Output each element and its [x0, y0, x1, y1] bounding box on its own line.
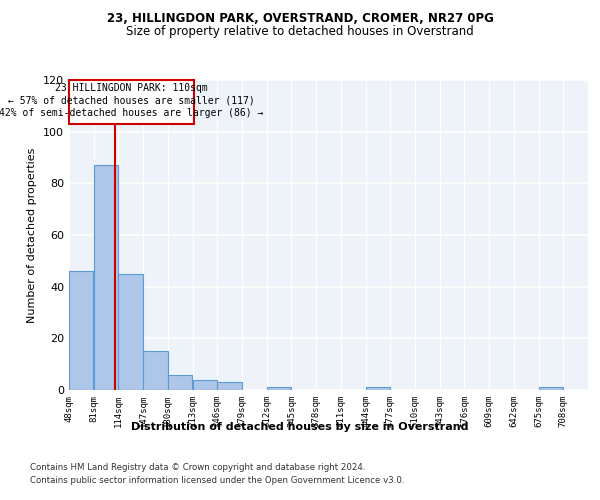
Bar [118, 274, 143, 390]
Bar [143, 351, 167, 390]
Bar [365, 388, 390, 390]
Bar [217, 382, 242, 390]
Bar [69, 271, 94, 390]
Text: 23 HILLINGDON PARK: 110sqm: 23 HILLINGDON PARK: 110sqm [55, 82, 208, 92]
Text: Distribution of detached houses by size in Overstrand: Distribution of detached houses by size … [131, 422, 469, 432]
Text: 42% of semi-detached houses are larger (86) →: 42% of semi-detached houses are larger (… [0, 108, 264, 118]
Text: Contains public sector information licensed under the Open Government Licence v3: Contains public sector information licen… [30, 476, 404, 485]
Text: Size of property relative to detached houses in Overstrand: Size of property relative to detached ho… [126, 25, 474, 38]
Bar [193, 380, 217, 390]
Text: 23, HILLINGDON PARK, OVERSTRAND, CROMER, NR27 0PG: 23, HILLINGDON PARK, OVERSTRAND, CROMER,… [107, 12, 493, 26]
Text: ← 57% of detached houses are smaller (117): ← 57% of detached houses are smaller (11… [8, 96, 255, 106]
FancyBboxPatch shape [69, 80, 194, 124]
Bar [168, 374, 193, 390]
Text: Contains HM Land Registry data © Crown copyright and database right 2024.: Contains HM Land Registry data © Crown c… [30, 462, 365, 471]
Bar [267, 388, 291, 390]
Y-axis label: Number of detached properties: Number of detached properties [28, 148, 37, 322]
Bar [539, 388, 563, 390]
Bar [94, 165, 118, 390]
